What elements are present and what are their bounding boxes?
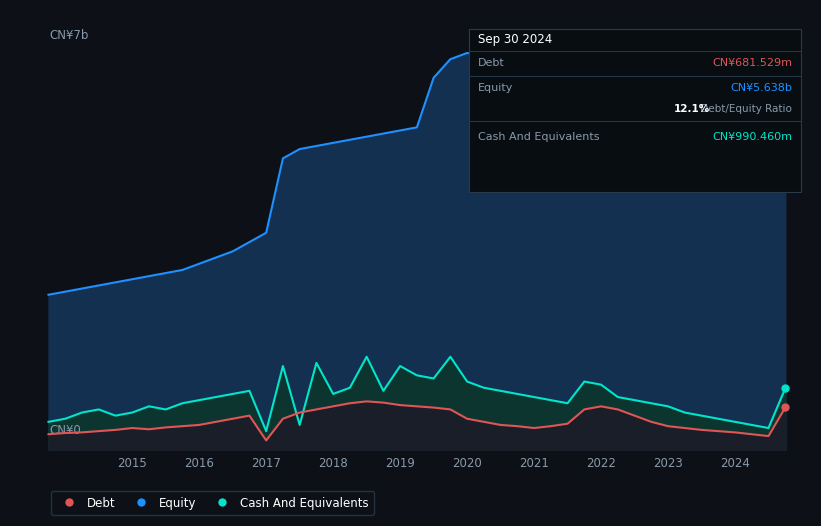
Text: Sep 30 2024: Sep 30 2024 [478,33,553,46]
Text: CN¥7b: CN¥7b [49,29,89,42]
Text: CN¥681.529m: CN¥681.529m [712,58,792,68]
Text: Cash And Equivalents: Cash And Equivalents [478,132,599,142]
FancyBboxPatch shape [469,29,801,191]
Text: Equity: Equity [478,83,513,93]
Text: CN¥990.460m: CN¥990.460m [712,132,792,142]
Text: CN¥5.638b: CN¥5.638b [730,83,792,93]
Text: 12.1%: 12.1% [673,104,710,114]
Text: CN¥0: CN¥0 [49,424,80,437]
Text: Debt/Equity Ratio: Debt/Equity Ratio [697,104,792,114]
Legend: Debt, Equity, Cash And Equivalents: Debt, Equity, Cash And Equivalents [51,491,374,515]
Text: Debt: Debt [478,58,505,68]
